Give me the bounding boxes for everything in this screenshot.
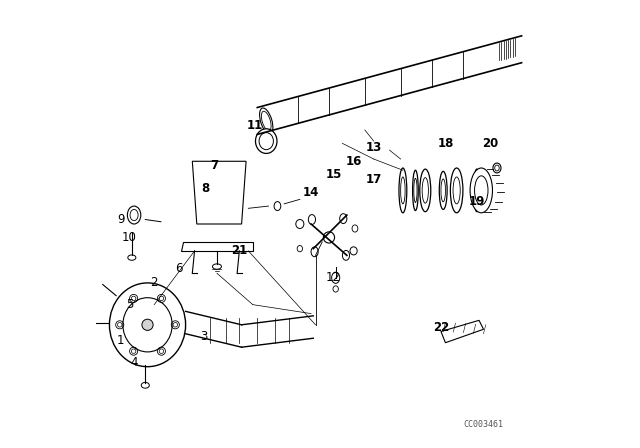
Text: CC003461: CC003461 xyxy=(463,420,504,429)
Polygon shape xyxy=(441,320,484,343)
Ellipse shape xyxy=(259,133,273,150)
Text: 7: 7 xyxy=(211,159,219,172)
Ellipse shape xyxy=(308,215,316,224)
Text: 16: 16 xyxy=(346,155,362,168)
Ellipse shape xyxy=(197,166,242,220)
Text: 10: 10 xyxy=(122,231,137,244)
Text: 3: 3 xyxy=(200,329,207,343)
Text: 18: 18 xyxy=(437,137,454,150)
Text: 14: 14 xyxy=(303,186,319,199)
Text: 17: 17 xyxy=(365,172,382,186)
Ellipse shape xyxy=(399,168,407,213)
Text: 1: 1 xyxy=(117,334,124,347)
Ellipse shape xyxy=(474,169,480,212)
Ellipse shape xyxy=(413,170,419,211)
Text: 20: 20 xyxy=(482,137,499,150)
Ellipse shape xyxy=(311,247,318,257)
Text: 4: 4 xyxy=(131,356,138,370)
Ellipse shape xyxy=(141,383,149,388)
Text: 9: 9 xyxy=(117,213,124,226)
Polygon shape xyxy=(181,242,253,251)
Ellipse shape xyxy=(470,168,493,213)
Ellipse shape xyxy=(439,172,447,210)
Ellipse shape xyxy=(340,214,347,224)
Ellipse shape xyxy=(142,319,153,331)
Ellipse shape xyxy=(123,297,172,352)
Ellipse shape xyxy=(350,247,357,255)
Text: 8: 8 xyxy=(202,181,210,195)
Text: 5: 5 xyxy=(126,298,133,311)
Text: 11: 11 xyxy=(247,119,263,132)
Ellipse shape xyxy=(342,250,349,260)
Ellipse shape xyxy=(332,272,340,284)
Text: 15: 15 xyxy=(325,168,342,181)
Ellipse shape xyxy=(255,129,277,154)
Text: 6: 6 xyxy=(175,262,182,276)
Polygon shape xyxy=(192,161,246,224)
Ellipse shape xyxy=(128,255,136,260)
Ellipse shape xyxy=(451,168,463,213)
Text: 19: 19 xyxy=(468,195,485,208)
Ellipse shape xyxy=(202,170,237,215)
Ellipse shape xyxy=(86,319,92,327)
Text: 13: 13 xyxy=(365,141,382,155)
Ellipse shape xyxy=(493,163,501,173)
Text: 21: 21 xyxy=(231,244,248,258)
Ellipse shape xyxy=(127,206,141,224)
Ellipse shape xyxy=(211,182,227,203)
Ellipse shape xyxy=(109,283,186,366)
Text: 12: 12 xyxy=(326,271,341,284)
Ellipse shape xyxy=(420,169,431,212)
Text: 22: 22 xyxy=(433,320,449,334)
Ellipse shape xyxy=(207,177,232,208)
Ellipse shape xyxy=(323,232,335,243)
Text: 2: 2 xyxy=(150,276,158,289)
Ellipse shape xyxy=(296,220,304,228)
